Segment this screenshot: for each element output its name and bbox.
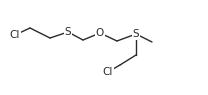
Text: S: S [65,27,71,37]
Text: O: O [96,28,104,38]
Text: Cl: Cl [103,67,113,77]
Text: Cl: Cl [10,30,20,40]
Text: S: S [133,29,139,39]
